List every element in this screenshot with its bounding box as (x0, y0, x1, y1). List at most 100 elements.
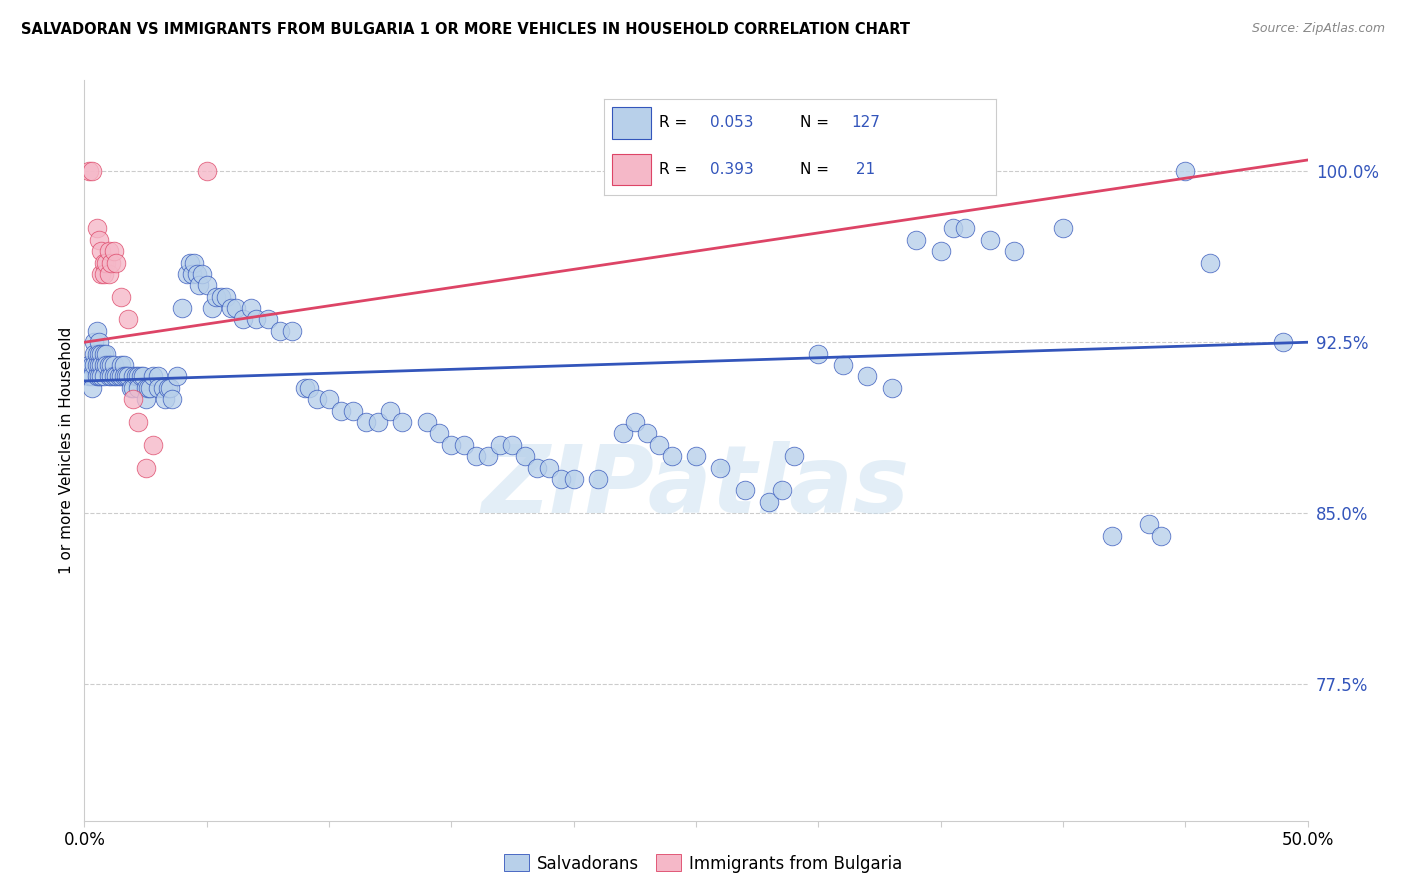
Point (97, 369, 120, 384)
Point (489, 438, 512, 452)
Point (188, 278, 211, 293)
Point (305, 392, 328, 407)
Point (367, 415, 389, 429)
Point (172, 301, 194, 315)
Point (100, 358, 122, 372)
Point (179, 255, 201, 269)
Point (110, 358, 132, 372)
Point (107, 369, 129, 384)
Point (135, 460, 157, 475)
Point (416, 415, 439, 429)
Point (93, 346, 115, 360)
Point (86, 221, 108, 235)
Point (90, 358, 112, 372)
Point (152, 381, 174, 395)
Point (87, 233, 110, 247)
Text: Source: ZipAtlas.com: Source: ZipAtlas.com (1251, 22, 1385, 36)
Point (117, 312, 139, 326)
Point (139, 381, 162, 395)
Point (90, 369, 112, 384)
Point (162, 392, 184, 407)
Point (122, 369, 145, 384)
Point (159, 381, 181, 395)
Point (562, 472, 585, 486)
Point (103, 244, 125, 259)
Point (183, 255, 205, 269)
Point (195, 278, 218, 293)
Point (538, 460, 561, 475)
Point (146, 381, 169, 395)
Point (380, 403, 402, 417)
Point (132, 369, 155, 384)
Point (80, 358, 103, 372)
Point (86, 358, 108, 372)
Point (1052, 221, 1074, 235)
Point (127, 381, 149, 395)
Point (117, 369, 139, 384)
Point (453, 438, 475, 452)
Point (90, 244, 112, 259)
Text: SALVADORAN VS IMMIGRANTS FROM BULGARIA 1 OR MORE VEHICLES IN HOUSEHOLD CORRELATI: SALVADORAN VS IMMIGRANTS FROM BULGARIA 1… (21, 22, 910, 37)
Point (586, 472, 609, 486)
Point (783, 449, 806, 463)
Point (93, 358, 115, 372)
Point (526, 460, 548, 475)
Point (330, 403, 353, 417)
Point (342, 403, 364, 417)
Point (181, 267, 204, 281)
Point (758, 494, 780, 508)
Point (477, 449, 499, 463)
Point (1150, 529, 1173, 543)
Point (97, 244, 120, 259)
Point (1272, 335, 1295, 350)
Point (80, 164, 103, 178)
Point (87, 369, 110, 384)
Point (464, 449, 486, 463)
Point (856, 369, 879, 384)
Point (112, 369, 135, 384)
Point (215, 290, 238, 304)
Point (612, 426, 634, 441)
Point (127, 415, 149, 429)
Point (648, 438, 671, 452)
Point (103, 358, 125, 372)
Point (880, 381, 903, 395)
Point (502, 438, 524, 452)
Point (176, 267, 198, 281)
Point (87, 346, 110, 360)
Point (90, 267, 112, 281)
Point (807, 346, 830, 360)
Point (93, 369, 115, 384)
Point (135, 381, 157, 395)
Point (103, 369, 125, 384)
Point (93, 255, 115, 269)
Point (200, 301, 222, 315)
Point (153, 392, 176, 407)
Point (120, 381, 142, 395)
Point (624, 415, 647, 429)
Point (135, 392, 157, 407)
Point (1137, 517, 1160, 532)
Point (110, 369, 132, 384)
Point (146, 369, 169, 384)
Point (905, 233, 928, 247)
Point (1198, 255, 1220, 269)
Point (1174, 164, 1197, 178)
Point (205, 290, 228, 304)
Point (86, 346, 108, 360)
Point (354, 415, 377, 429)
Point (105, 255, 128, 269)
Point (269, 324, 291, 338)
Point (294, 381, 316, 395)
Point (219, 301, 242, 315)
Point (166, 369, 188, 384)
Point (77, 164, 100, 178)
Point (831, 358, 853, 372)
Point (225, 301, 247, 315)
Point (83, 358, 105, 372)
Point (93, 267, 115, 281)
Legend: Salvadorans, Immigrants from Bulgaria: Salvadorans, Immigrants from Bulgaria (496, 847, 910, 880)
Point (100, 369, 122, 384)
Point (979, 233, 1001, 247)
Point (86, 369, 108, 384)
